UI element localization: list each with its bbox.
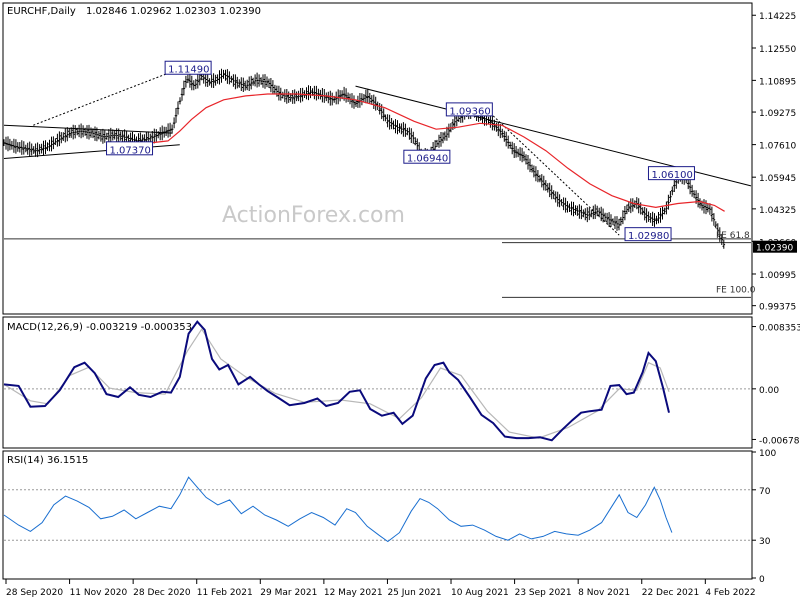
rsi-line xyxy=(3,476,673,543)
x-tick-label: 28 Dec 2020 xyxy=(133,588,191,598)
x-tick-label: 12 May 2021 xyxy=(324,588,383,598)
last-price-tag xyxy=(753,240,797,253)
price-annotation: 1.06100 xyxy=(647,166,695,181)
macd-y-tick-label: 0.00 xyxy=(759,386,779,396)
fe-label: FE 61.8 xyxy=(716,231,750,241)
chart-ohlc: 1.02846 1.02962 1.02303 1.02390 xyxy=(86,6,261,17)
watermark: ActionForex.com xyxy=(222,203,405,228)
x-tick-label: 4 Feb 2022 xyxy=(705,588,755,598)
price-y-tick-label: 1.09275 xyxy=(759,109,796,119)
last-price-label: 1.02390 xyxy=(756,244,793,254)
x-tick-label: 23 Sep 2021 xyxy=(515,588,572,598)
rsi-panel-frame xyxy=(2,450,753,580)
annotation-label: 1.11490 xyxy=(168,65,209,76)
macd-title: MACD(12,26,9) -0.003219 -0.000353 xyxy=(7,322,192,333)
annotation-box xyxy=(624,227,672,242)
trendline-2 xyxy=(33,68,180,126)
rsi-title: RSI(14) 36.1515 xyxy=(7,455,88,466)
rsi-y-tick-label: 0 xyxy=(759,575,765,585)
macd-plot xyxy=(3,320,751,442)
price-y-tick-label: 1.14225 xyxy=(759,12,796,22)
moving-average-line xyxy=(150,93,725,212)
price-annotation: 1.07370 xyxy=(106,141,154,156)
axes: 1.14225 1.12550 1.10895 1.09275 1.07610 1.059… xyxy=(5,12,800,598)
annotation-label: 1.09360 xyxy=(449,106,490,117)
x-tick-label: 22 Dec 2021 xyxy=(642,588,700,598)
annotation-label: 1.06100 xyxy=(651,170,692,181)
price-annotation: 1.06940 xyxy=(403,149,451,165)
price-y-tick-label: 0.99375 xyxy=(759,303,796,313)
annotation-label: 1.06940 xyxy=(407,154,448,165)
price-panel-frame xyxy=(2,2,753,315)
annotation-box xyxy=(403,149,451,164)
annotation-label: 1.07370 xyxy=(110,145,151,156)
price-y-tick-label: 1.07610 xyxy=(759,142,796,152)
price-y-tick-label: 1.04325 xyxy=(759,206,796,216)
price-y-tick-label: 1.05945 xyxy=(759,174,796,184)
macd-panel-frame xyxy=(2,316,753,449)
price-y-tick-label: 1.10895 xyxy=(759,77,796,87)
chart-symbol: EURCHF,Daily xyxy=(7,6,76,17)
price-annotation: 1.09360 xyxy=(445,102,493,117)
x-tick-label: 25 Jun 2021 xyxy=(387,588,441,598)
price-annotation: 1.02980 xyxy=(624,227,672,242)
x-tick-label: 11 Feb 2021 xyxy=(197,588,253,598)
rsi-y-tick-label: 30 xyxy=(759,537,771,547)
annotation-box xyxy=(106,141,154,156)
price-annotation: 1.11490 xyxy=(164,60,212,76)
annotation-box xyxy=(164,60,212,75)
fe-label: FE 100.0 xyxy=(716,285,756,295)
x-tick-label: 8 Nov 2021 xyxy=(578,588,630,598)
rsi-plot xyxy=(3,476,751,543)
x-tick-label: 29 Mar 2021 xyxy=(260,588,317,598)
price-y-tick-label: 1.00995 xyxy=(759,271,796,281)
macd-line xyxy=(3,320,670,442)
trendline-1 xyxy=(3,144,180,159)
rsi-y-tick-label: 70 xyxy=(759,487,771,497)
price-plot: 1.11490 1.07370 1.06940 1.09360 1.06100 1.029… xyxy=(2,60,756,298)
x-tick-label: 11 Nov 2020 xyxy=(70,588,128,598)
macd-y-tick-label: 0.008353 xyxy=(759,324,800,334)
rsi-y-tick-label: 100 xyxy=(759,449,776,459)
trendline-0 xyxy=(3,124,173,134)
price-y-tick-label: 1.12550 xyxy=(759,45,796,55)
annotation-box xyxy=(647,166,695,181)
annotation-label: 1.02980 xyxy=(628,231,669,242)
annotation-box xyxy=(445,102,493,117)
x-tick-label: 28 Sep 2020 xyxy=(6,588,63,598)
x-tick-label: 10 Aug 2021 xyxy=(451,588,509,598)
macd-signal-line xyxy=(3,328,670,439)
macd-y-tick-label: -0.006788 xyxy=(759,436,800,446)
